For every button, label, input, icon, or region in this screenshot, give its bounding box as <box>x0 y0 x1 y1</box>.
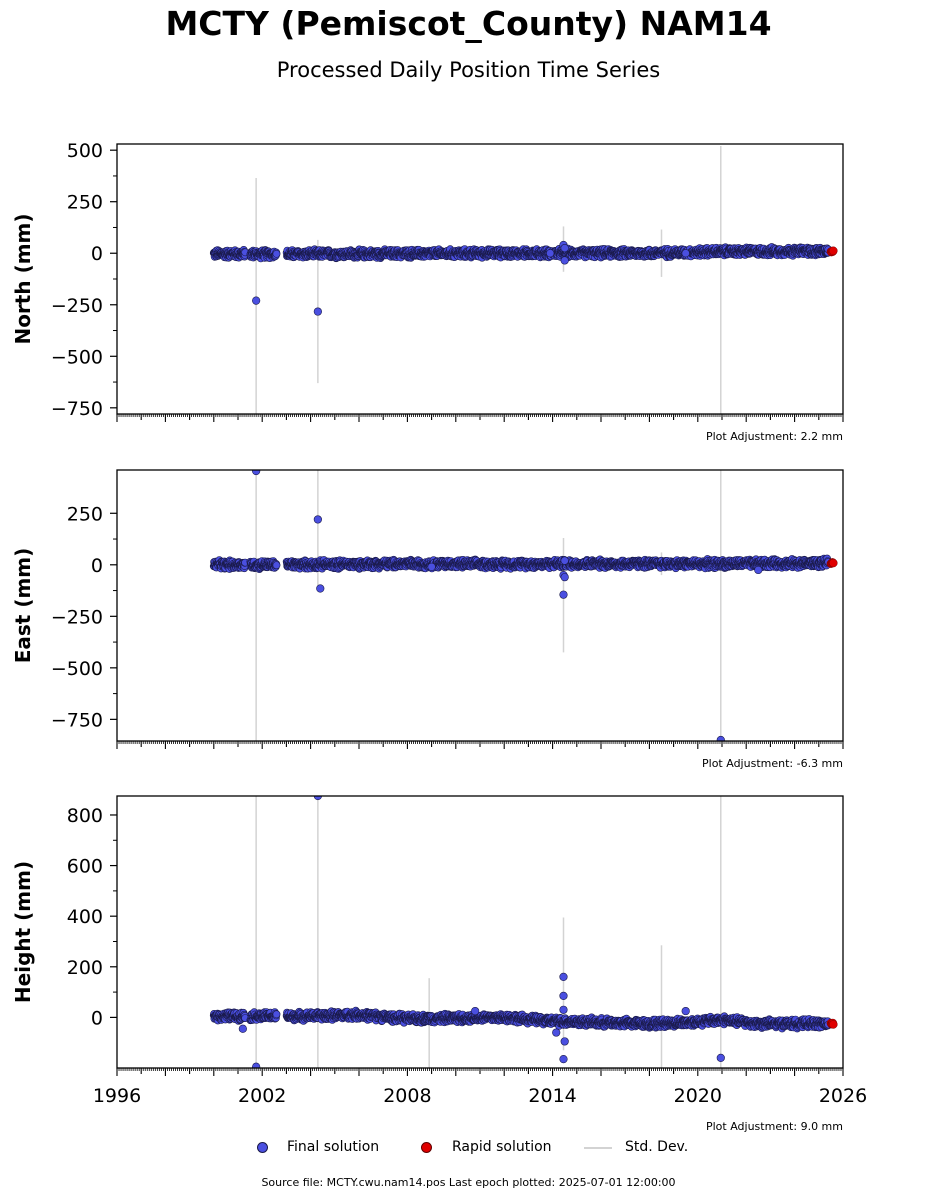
rapid-point <box>829 558 838 568</box>
final-point-outlier <box>546 249 555 258</box>
y-tick-label: −500 <box>51 346 103 368</box>
final-point-outlier <box>754 565 763 575</box>
chart-subtitle: Processed Daily Position Time Series <box>276 58 661 82</box>
plot-area <box>209 470 838 741</box>
y-tick-label: 250 <box>67 192 103 214</box>
final-point-outlier <box>681 249 690 258</box>
y-tick-label: 0 <box>91 555 103 577</box>
panel-0: 500 250 0 −250 −500 −750 North (mm) Plot Adjust… <box>11 140 844 443</box>
y-tick-label: 0 <box>91 243 103 265</box>
y-tick-label: 250 <box>67 503 103 525</box>
final-point-outlier <box>560 573 569 582</box>
axes-frame <box>116 469 844 742</box>
final-point-outlier <box>560 243 569 253</box>
rapid-point <box>829 246 838 256</box>
final-point-outlier <box>252 470 261 476</box>
final-point-outlier <box>316 584 325 593</box>
y-tick-label: −250 <box>51 295 103 317</box>
y-tick-label: −750 <box>51 398 103 420</box>
y-tick-label: −500 <box>51 658 103 680</box>
y-tick-label: 500 <box>67 140 103 162</box>
plot-area <box>209 146 838 414</box>
axes-frame <box>116 143 844 415</box>
panel-1: 250 0 −250 −500 −750 East (mm) Plot Adjustment… <box>11 469 844 770</box>
plot-adjustment-label: Plot Adjustment: -6.3 mm <box>702 757 843 770</box>
final-point-outlier <box>560 556 569 565</box>
final-point-outlier <box>313 307 322 316</box>
final-point-outlier <box>252 296 261 305</box>
chart-title: MCTY (Pemiscot_County) NAM14 <box>165 4 772 43</box>
y-tick-label: −250 <box>51 606 103 628</box>
final-point-outlier <box>427 562 436 571</box>
y-axis-label: North (mm) <box>11 213 35 344</box>
final-point <box>272 249 281 258</box>
final-point-outlier <box>560 256 569 265</box>
final-point-outlier <box>559 590 568 599</box>
final-point-outlier <box>313 515 322 524</box>
y-tick-label: −750 <box>51 709 103 731</box>
final-point <box>272 561 281 570</box>
plot-area <box>209 796 838 1068</box>
plot-adjustment-label: Plot Adjustment: 2.2 mm <box>706 430 843 443</box>
y-axis-label: East (mm) <box>11 548 35 664</box>
